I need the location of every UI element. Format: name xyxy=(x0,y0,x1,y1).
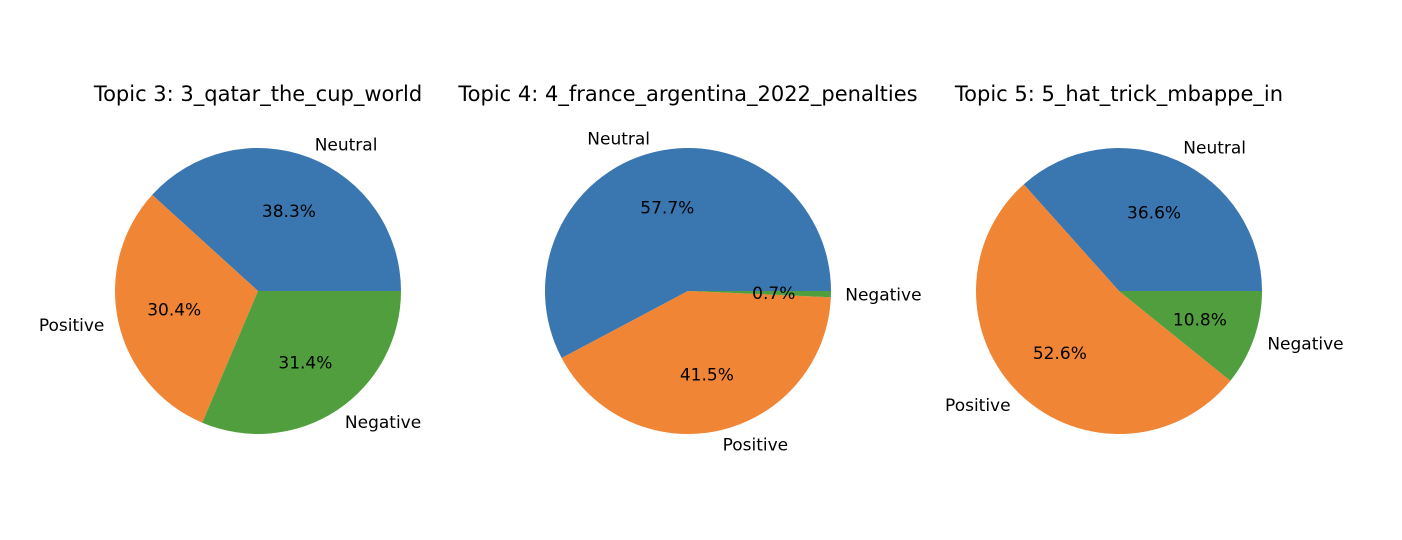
pct-label-positive: 52.6% xyxy=(1033,344,1087,364)
pct-label-negative: 31.4% xyxy=(278,354,332,374)
slice-label-neutral: Neutral xyxy=(587,129,650,149)
pie-chart-topic-4: Topic 4: 4_france_argentina_2022_penalti… xyxy=(457,82,921,455)
slice-label-negative: Negative xyxy=(1267,334,1343,354)
pie-slice-negative xyxy=(1119,291,1262,381)
chart-title: Topic 3: 3_qatar_the_cup_world xyxy=(93,82,422,107)
pie-slice-neutral xyxy=(545,147,831,358)
slice-label-positive: Positive xyxy=(39,316,105,336)
slice-label-negative: Negative xyxy=(845,285,921,305)
pct-label-negative: 10.8% xyxy=(1173,311,1227,331)
pct-label-neutral: 57.7% xyxy=(640,199,694,219)
slice-label-positive: Positive xyxy=(723,435,789,455)
pct-label-neutral: 36.6% xyxy=(1127,204,1181,224)
slice-label-neutral: Neutral xyxy=(1183,138,1246,158)
chart-title: Topic 5: 5_hat_trick_mbappe_in xyxy=(954,82,1283,107)
pie-slice-positive xyxy=(115,194,258,423)
pie-slice-negative xyxy=(202,291,401,435)
pct-label-neutral: 38.3% xyxy=(262,202,316,222)
pie-slice-positive xyxy=(561,291,831,434)
slice-label-negative: Negative xyxy=(345,413,421,433)
pie-chart-topic-3: Topic 3: 3_qatar_the_cup_world 38.3% Neutr… xyxy=(39,82,422,435)
slice-label-positive: Positive xyxy=(945,396,1011,416)
slice-label-neutral: Neutral xyxy=(315,135,378,155)
pct-label-negative: 0.7% xyxy=(752,284,795,304)
chart-title: Topic 4: 4_france_argentina_2022_penalti… xyxy=(457,82,917,107)
pie-chart-topic-5: Topic 5: 5_hat_trick_mbappe_in 36.6% Neutr… xyxy=(945,82,1344,435)
pie-slice-positive xyxy=(975,184,1231,435)
pie-slice-negative xyxy=(688,291,831,298)
pct-label-positive: 41.5% xyxy=(680,366,734,386)
pie-slice-neutral xyxy=(1023,148,1262,291)
pie-slice-neutral xyxy=(152,147,401,291)
pct-label-positive: 30.4% xyxy=(147,300,201,320)
